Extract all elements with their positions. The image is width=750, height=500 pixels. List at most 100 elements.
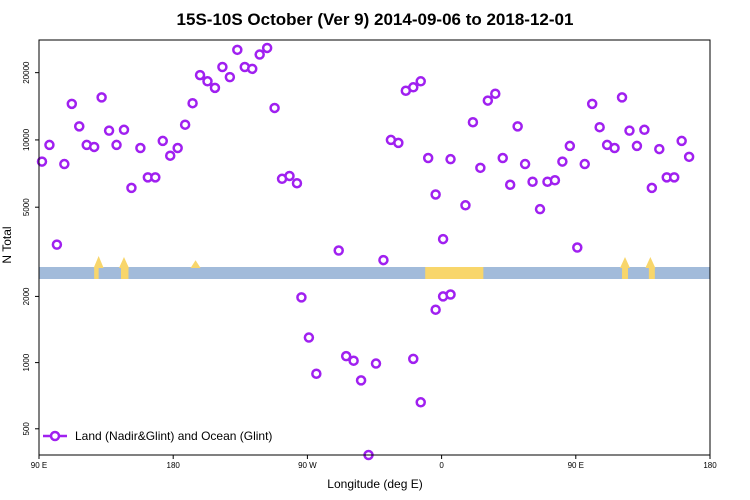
data-point: [59, 158, 70, 170]
data-points: [36, 42, 695, 461]
data-point: [269, 102, 280, 114]
data-point: [284, 170, 295, 182]
data-point: [639, 124, 650, 136]
land-bump: [93, 256, 104, 268]
data-point: [497, 152, 508, 164]
data-point: [355, 375, 367, 386]
data-point: [594, 121, 605, 133]
data-point: [296, 292, 307, 303]
legend: Land (Nadir&Glint) and Ocean (Glint): [43, 429, 272, 443]
land-segment: [648, 267, 655, 279]
data-point: [408, 353, 419, 365]
data-point: [261, 42, 273, 54]
data-point: [291, 177, 303, 189]
data-point: [126, 182, 137, 194]
data-point: [103, 125, 115, 136]
data-point: [616, 92, 628, 103]
data-point: [631, 140, 643, 152]
land-bump: [190, 260, 201, 268]
y-axis-label: N Total: [0, 226, 14, 263]
data-point: [254, 49, 265, 60]
land-ocean-band: [39, 256, 710, 279]
data-point: [157, 135, 169, 147]
data-point: [74, 121, 85, 132]
data-point: [393, 137, 404, 149]
data-point: [564, 140, 576, 152]
data-point: [303, 332, 315, 343]
legend-marker: [49, 430, 61, 442]
data-point: [654, 143, 665, 155]
data-point: [624, 125, 635, 136]
data-point: [246, 63, 258, 75]
data-point: [467, 116, 479, 128]
x-axis-label: Longitude (deg E): [327, 477, 422, 491]
data-point: [579, 158, 590, 170]
y-tick-label: 10000: [22, 128, 31, 151]
data-point: [378, 254, 389, 266]
data-point: [164, 150, 176, 161]
data-point: [179, 119, 191, 130]
data-point: [44, 139, 55, 151]
land-segment: [622, 267, 628, 279]
data-point: [646, 182, 658, 194]
data-point: [512, 121, 523, 132]
data-point: [683, 151, 695, 163]
data-point: [232, 44, 243, 56]
data-point: [194, 69, 206, 81]
data-point: [422, 152, 434, 164]
data-point: [172, 142, 183, 154]
ocean-band: [39, 267, 710, 279]
data-point: [445, 153, 456, 165]
data-point: [370, 358, 382, 369]
land-segment: [425, 267, 484, 279]
data-point: [340, 350, 352, 362]
data-point: [504, 179, 516, 191]
chart-title: 15S-10S October (Ver 9) 2014-09-06 to 20…: [177, 10, 574, 29]
y-tick-label: 1000: [22, 353, 31, 371]
data-point: [96, 92, 107, 103]
data-point: [51, 239, 63, 250]
data-point: [224, 71, 236, 83]
axis-ticks: 90 E 180 90 W 0 90 E 180 5000 10000 20000 500 1000…: [22, 61, 717, 470]
data-point: [36, 156, 48, 167]
y-tick-label: 2000: [22, 287, 31, 305]
data-point: [534, 203, 546, 215]
data-point: [430, 189, 441, 200]
x-tick-label: 180: [167, 461, 181, 470]
data-point: [333, 245, 344, 256]
data-point: [415, 397, 426, 408]
data-point: [135, 142, 146, 154]
data-point: [460, 200, 471, 211]
data-point: [482, 95, 494, 106]
data-point: [519, 158, 531, 170]
data-point: [445, 289, 456, 300]
legend-label: Land (Nadir&Glint) and Ocean (Glint): [75, 429, 272, 443]
plot-frame: [38, 39, 711, 456]
land-bump: [118, 257, 129, 268]
data-point: [348, 355, 359, 366]
y-tick-label: 5000: [22, 198, 31, 216]
x-tick-label: 90 E: [31, 461, 47, 470]
data-point: [311, 368, 322, 379]
data-point: [668, 172, 680, 183]
data-point: [572, 242, 583, 253]
data-point: [609, 142, 620, 154]
data-point: [217, 61, 228, 73]
data-point: [111, 139, 122, 151]
data-point: [676, 135, 687, 147]
data-point: [187, 97, 198, 109]
land-bump: [620, 257, 631, 268]
data-point: [66, 98, 78, 110]
data-point: [490, 88, 501, 99]
data-point: [118, 124, 130, 136]
data-point: [549, 175, 561, 186]
x-tick-label: 90 E: [568, 461, 584, 470]
data-point: [415, 76, 426, 87]
data-point: [408, 82, 419, 93]
y-tick-label: 20000: [22, 61, 31, 84]
land-bump: [645, 257, 656, 268]
data-point: [150, 172, 161, 183]
y-tick-label: 500: [22, 422, 31, 436]
land-segment: [94, 267, 99, 279]
data-point: [88, 141, 100, 153]
